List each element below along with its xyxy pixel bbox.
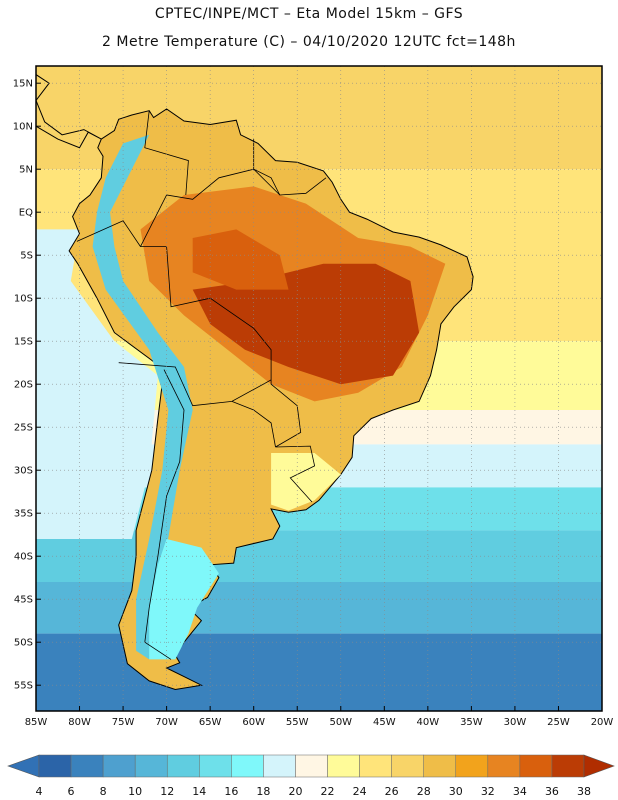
lon-tick-label: 80W	[68, 717, 91, 728]
colorbar-swatch	[423, 754, 457, 778]
colorbar-label: 10	[128, 785, 142, 798]
chart-title-line1: CPTEC/INPE/MCT – Eta Model 15km – GFS	[154, 6, 464, 22]
border-line-5	[231, 401, 276, 448]
border-line-3	[118, 362, 272, 407]
andes-cold-ridge	[92, 134, 193, 660]
colorbar-label: 12	[160, 785, 174, 798]
lat-tick-label: 45S	[14, 595, 33, 606]
colorbar-label: 4	[36, 785, 43, 798]
lat-tick-label: 55S	[14, 681, 33, 692]
colorbar-swatch	[487, 754, 521, 778]
hispaniola	[127, 40, 179, 57]
lon-tick-label: 60W	[242, 717, 265, 728]
colorbar-label: 36	[545, 785, 559, 798]
colorbar-swatch	[166, 754, 200, 778]
colorbar-label: 16	[224, 785, 238, 798]
colorbar-label: 6	[68, 785, 75, 798]
chart-title-line2: 2 Metre Temperature (C) – 04/10/2020 12U…	[102, 34, 516, 50]
temperature-colorbar: 4 6 8 10 12 14 16 18 20 22 24 26 28 30 32 34 36 38	[7, 754, 615, 798]
lon-tick-label: 45W	[373, 717, 396, 728]
lat-tick-label: 50S	[14, 638, 33, 649]
lon-tick-label: 50W	[329, 717, 352, 728]
colorbar-label: 34	[513, 785, 527, 798]
lat-tick-label: 20S	[14, 380, 33, 391]
longitude-axis: 85W 80W 75W 70W 65W 60W 55W 50W 45W 40W 35W 30W 25W 2…	[25, 706, 614, 728]
border-line-2	[76, 220, 141, 247]
border-line-4	[144, 369, 185, 660]
lat-tick-label: 10S	[14, 294, 33, 305]
colorbar-label: 18	[256, 785, 270, 798]
lon-tick-label: 20W	[591, 717, 614, 728]
central-brazil-hot-region	[192, 263, 420, 385]
colorbar-high-arrow	[583, 754, 615, 778]
colorbar-swatch	[38, 754, 72, 778]
colorbar-swatch	[359, 754, 392, 778]
colorbar-label: 32	[481, 785, 495, 798]
amazon-warm-core	[192, 229, 289, 290]
lat-tick-label: 40S	[14, 552, 33, 563]
colorbar-swatch	[199, 754, 232, 778]
ocean-band-8	[36, 633, 602, 711]
colorbar-label: 24	[353, 785, 367, 798]
lon-tick-label: 55W	[286, 717, 309, 728]
lon-tick-label: 30W	[504, 717, 527, 728]
lon-tick-label: 65W	[199, 717, 222, 728]
lat-tick-label: 10N	[13, 122, 33, 133]
colorbar-swatch	[391, 754, 424, 778]
lat-tick-label: 35S	[14, 509, 33, 520]
continent-temperature-field	[36, 40, 474, 691]
colorbar-label: 30	[449, 785, 463, 798]
colorbar-label: 22	[321, 785, 335, 798]
country-borders	[76, 110, 327, 660]
colorbar-swatch	[455, 754, 489, 778]
colorbar-swatch	[263, 754, 296, 778]
lat-tick-label: EQ	[19, 208, 33, 219]
colorbar-swatch	[551, 754, 585, 778]
colorbar-swatch	[519, 754, 553, 778]
lon-tick-label: 35W	[460, 717, 483, 728]
lon-tick-label: 40W	[417, 717, 440, 728]
lat-tick-label: 25S	[14, 423, 33, 434]
lat-tick-label: 15N	[13, 79, 33, 90]
lon-tick-label: 85W	[25, 717, 48, 728]
colorbar-label: 28	[417, 785, 431, 798]
lon-tick-label: 25W	[547, 717, 570, 728]
central-america	[36, 66, 102, 149]
colorbar-swatch	[70, 754, 104, 778]
puerto-rico	[190, 53, 205, 58]
colorbar-label: 14	[192, 785, 206, 798]
colorbar-swatch	[134, 754, 168, 778]
colorbar-swatch	[231, 754, 264, 778]
border-line-0	[140, 246, 316, 503]
lon-tick-label: 70W	[155, 717, 178, 728]
lat-tick-label: 5S	[20, 251, 33, 262]
colorbar-low-arrow	[7, 754, 40, 778]
lat-tick-label: 5N	[19, 165, 33, 176]
lat-tick-label: 15S	[14, 337, 33, 348]
map-frame	[35, 65, 603, 712]
lat-tick-label: 30S	[14, 466, 33, 477]
colorbar-label: 8	[100, 785, 107, 798]
latitude-axis: 15N 10N 5N EQ 5S 10S 15S 20S 25S 30S 35S 40S 45S 50S 5…	[13, 79, 41, 692]
lon-tick-label: 75W	[112, 717, 135, 728]
colorbar-swatch	[327, 754, 360, 778]
colorbar-label: 26	[385, 785, 399, 798]
colorbar-label: 38	[577, 785, 591, 798]
colorbar-swatch	[102, 754, 136, 778]
border-line-1	[140, 168, 327, 247]
uruguay-mild-region	[271, 453, 341, 511]
colorbar-swatch	[295, 754, 328, 778]
colorbar-label: 20	[288, 785, 302, 798]
